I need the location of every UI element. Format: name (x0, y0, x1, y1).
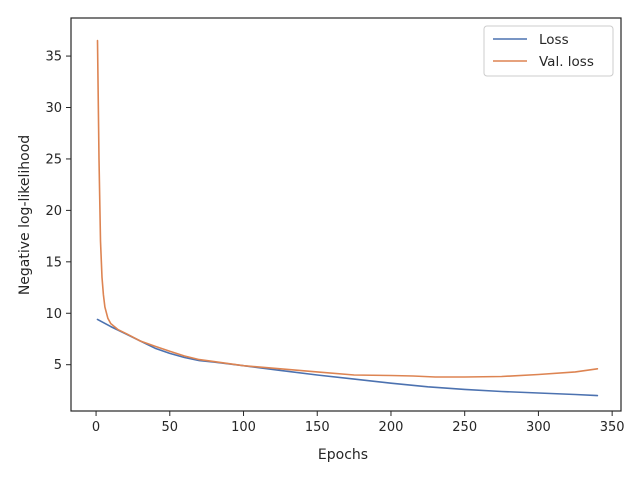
x-tick-label: 350 (600, 420, 625, 435)
x-axis: 0 50 100 150 200 250 300 350 (92, 411, 625, 435)
y-tick-label: 15 (45, 255, 62, 270)
x-tick-label: 50 (162, 420, 179, 435)
legend-label-loss: Loss (539, 32, 569, 48)
x-axis-label: Epochs (318, 447, 368, 463)
y-axis: 5 10 15 20 25 30 35 (45, 50, 71, 373)
y-tick-label: 10 (45, 307, 62, 322)
x-tick-label: 0 (92, 420, 100, 435)
x-tick-label: 250 (452, 420, 477, 435)
x-tick-label: 200 (379, 420, 404, 435)
y-tick-label: 5 (54, 358, 62, 373)
plot-area: 0 50 100 150 200 250 300 350 5 10 15 20 25 30 35 (45, 17, 625, 435)
y-axis-label: Negative log-likelihood (17, 135, 33, 295)
y-tick-label: 30 (45, 101, 62, 116)
legend-label-val-loss: Val. loss (539, 54, 594, 70)
plot-frame (70, 17, 622, 412)
series-lines (96, 39, 599, 397)
y-tick-label: 35 (45, 50, 62, 65)
x-tick-label: 300 (526, 420, 551, 435)
y-tick-label: 25 (45, 152, 62, 167)
x-tick-label: 100 (231, 420, 256, 435)
y-tick-label: 20 (45, 204, 62, 219)
x-tick-label: 150 (305, 420, 330, 435)
series-line-val-loss (96, 39, 599, 378)
legend: Loss Val. loss (483, 25, 614, 77)
